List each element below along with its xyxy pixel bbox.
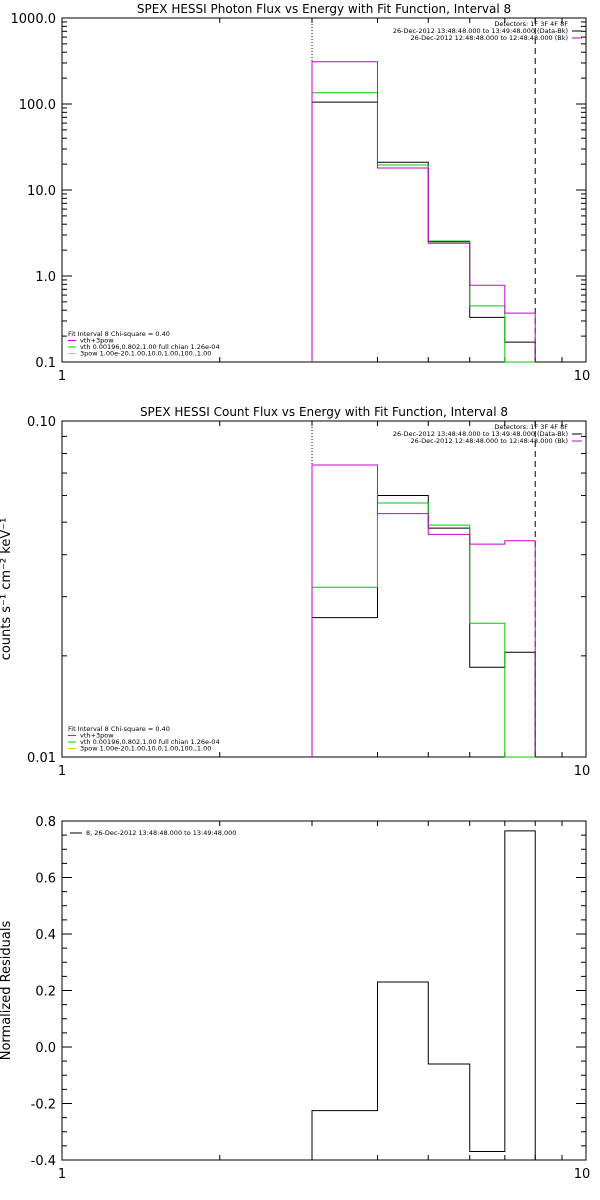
x-tick-label: 10 <box>574 1167 591 1182</box>
legend-entry: Fit Interval 8 Chi-square = 0.40 <box>68 330 170 338</box>
series-3-step-line <box>311 464 536 757</box>
series-1-step-line <box>311 495 536 757</box>
legend-entry: 26-Dec-2012 12:48:48.000 to 12:48:48.000… <box>411 437 569 445</box>
chart-panel-1: SPEX HESSI Photon Flux vs Energy with Fi… <box>11 2 591 384</box>
y-tick-label: 10.0 <box>27 184 56 199</box>
legend-entry: vth+3pow <box>80 337 114 345</box>
legend-entry: 26-Dec-2012 12:48:48.000 to 12:48:48.000… <box>411 34 569 42</box>
series-3-step-line <box>311 61 536 362</box>
chart-title: SPEX HESSI Photon Flux vs Energy with Fi… <box>137 2 511 16</box>
y-tick-label: 0.2 <box>35 985 56 1000</box>
y-tick-label: 0.6 <box>35 872 56 887</box>
x-tick-label: 1 <box>58 369 66 384</box>
x-tick-label: 1 <box>58 1167 66 1182</box>
x-tick-label: 10 <box>574 369 591 384</box>
plot-frame <box>61 17 587 363</box>
legend-entry: vth 0.00196,0.802,1.00 full chian 1.26e-… <box>80 343 220 351</box>
y-axis-label: Normalized Residuals <box>0 921 14 1061</box>
legend-entry: 3pow 1.00e-20,1.00,10.0,1.00,100.,1.00 <box>80 745 211 753</box>
y-tick-label: 100.0 <box>19 98 56 113</box>
y-tick-label: 0.01 <box>27 751 56 766</box>
series-2-step-line <box>311 92 536 363</box>
legend-entry: Fit Interval 8 Chi-square = 0.40 <box>68 725 170 733</box>
legend-entry: Detectors: 1F 3F 4F 8F <box>494 20 568 28</box>
y-axis-label: counts s⁻¹ cm⁻² keV⁻¹ <box>0 518 14 661</box>
chart-title: SPEX HESSI Count Flux vs Energy with Fit… <box>140 405 508 419</box>
legend-entry: 3pow 1.00e-20,1.00,10.0,1.00,100.,1.00 <box>80 350 211 358</box>
plot-frame <box>61 420 587 758</box>
y-tick-label: 0.4 <box>35 928 56 943</box>
y-tick-label: 1.0 <box>35 270 56 285</box>
series-1-step-line <box>311 101 536 362</box>
chart-panel-2: SPEX HESSI Count Flux vs Energy with Fit… <box>0 405 590 779</box>
y-tick-label: -0.4 <box>31 1154 56 1169</box>
y-tick-label: 0.10 <box>27 415 56 430</box>
legend-entry: 26-Dec-2012 13:48:48.000 to 13:49:48.000… <box>393 27 568 35</box>
y-tick-label: -0.2 <box>31 1098 56 1113</box>
legend-entry: 8, 26-Dec-2012 13:48:48.000 to 13:49:48.… <box>86 829 236 837</box>
y-tick-label: 1000.0 <box>11 12 57 27</box>
series-1-step-line <box>311 830 536 1160</box>
plot-frame <box>61 820 587 1161</box>
y-tick-label: 0.1 <box>35 356 56 371</box>
chart-panel-3: Normalized Residuals 1 10 -0.4 -0.2 0.0 0.2 0.4… <box>0 815 590 1182</box>
y-tick-label: 0.8 <box>35 815 56 830</box>
legend-entry: Detectors: 1F 3F 4F 8F <box>494 423 568 431</box>
series-2-step-line <box>311 502 536 758</box>
legend-entry: vth+3pow <box>80 732 114 740</box>
y-tick-label: 0.0 <box>35 1041 56 1056</box>
legend-entry: 26-Dec-2012 13:48:48.000 to 13:49:48.000… <box>393 430 568 438</box>
x-tick-label: 1 <box>58 764 66 779</box>
legend-entry: vth 0.00196,0.802,1.00 full chian 1.26e-… <box>80 738 220 746</box>
x-tick-label: 10 <box>574 764 591 779</box>
